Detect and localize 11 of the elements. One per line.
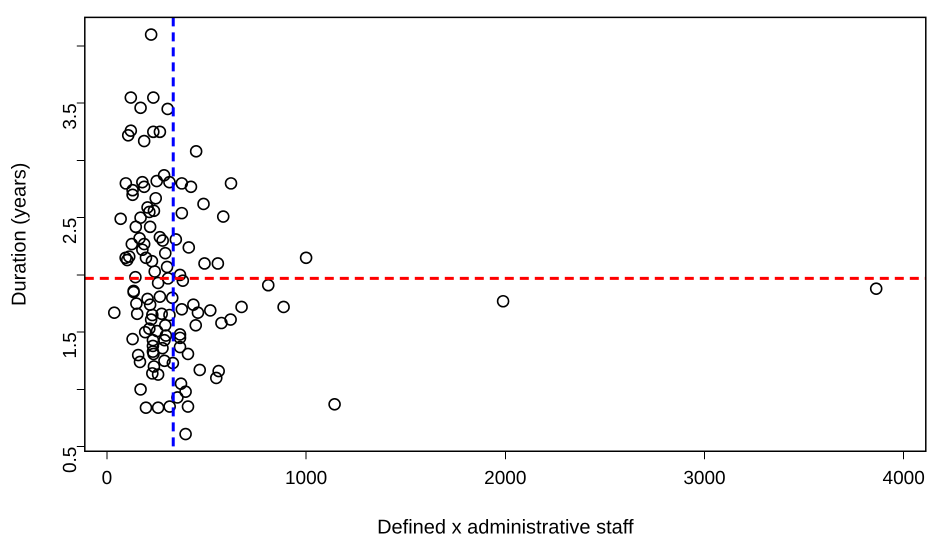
y-tick-label: 1.5 [60, 332, 82, 359]
y-tick-label: 0.5 [60, 446, 82, 474]
x-tick-label: 0 [102, 468, 112, 489]
x-tick-label: 3000 [683, 468, 726, 489]
x-tick-label: 2000 [484, 468, 526, 489]
x-tick-label: 1000 [284, 468, 328, 489]
y-tick-label: 2.5 [60, 218, 82, 244]
x-tick-label: 4000 [882, 468, 925, 489]
x-axis-title: Defined x administrative staff [377, 516, 634, 539]
y-axis-title: Duration (years) [8, 162, 31, 306]
y-tick-label: 3.5 [60, 103, 82, 130]
